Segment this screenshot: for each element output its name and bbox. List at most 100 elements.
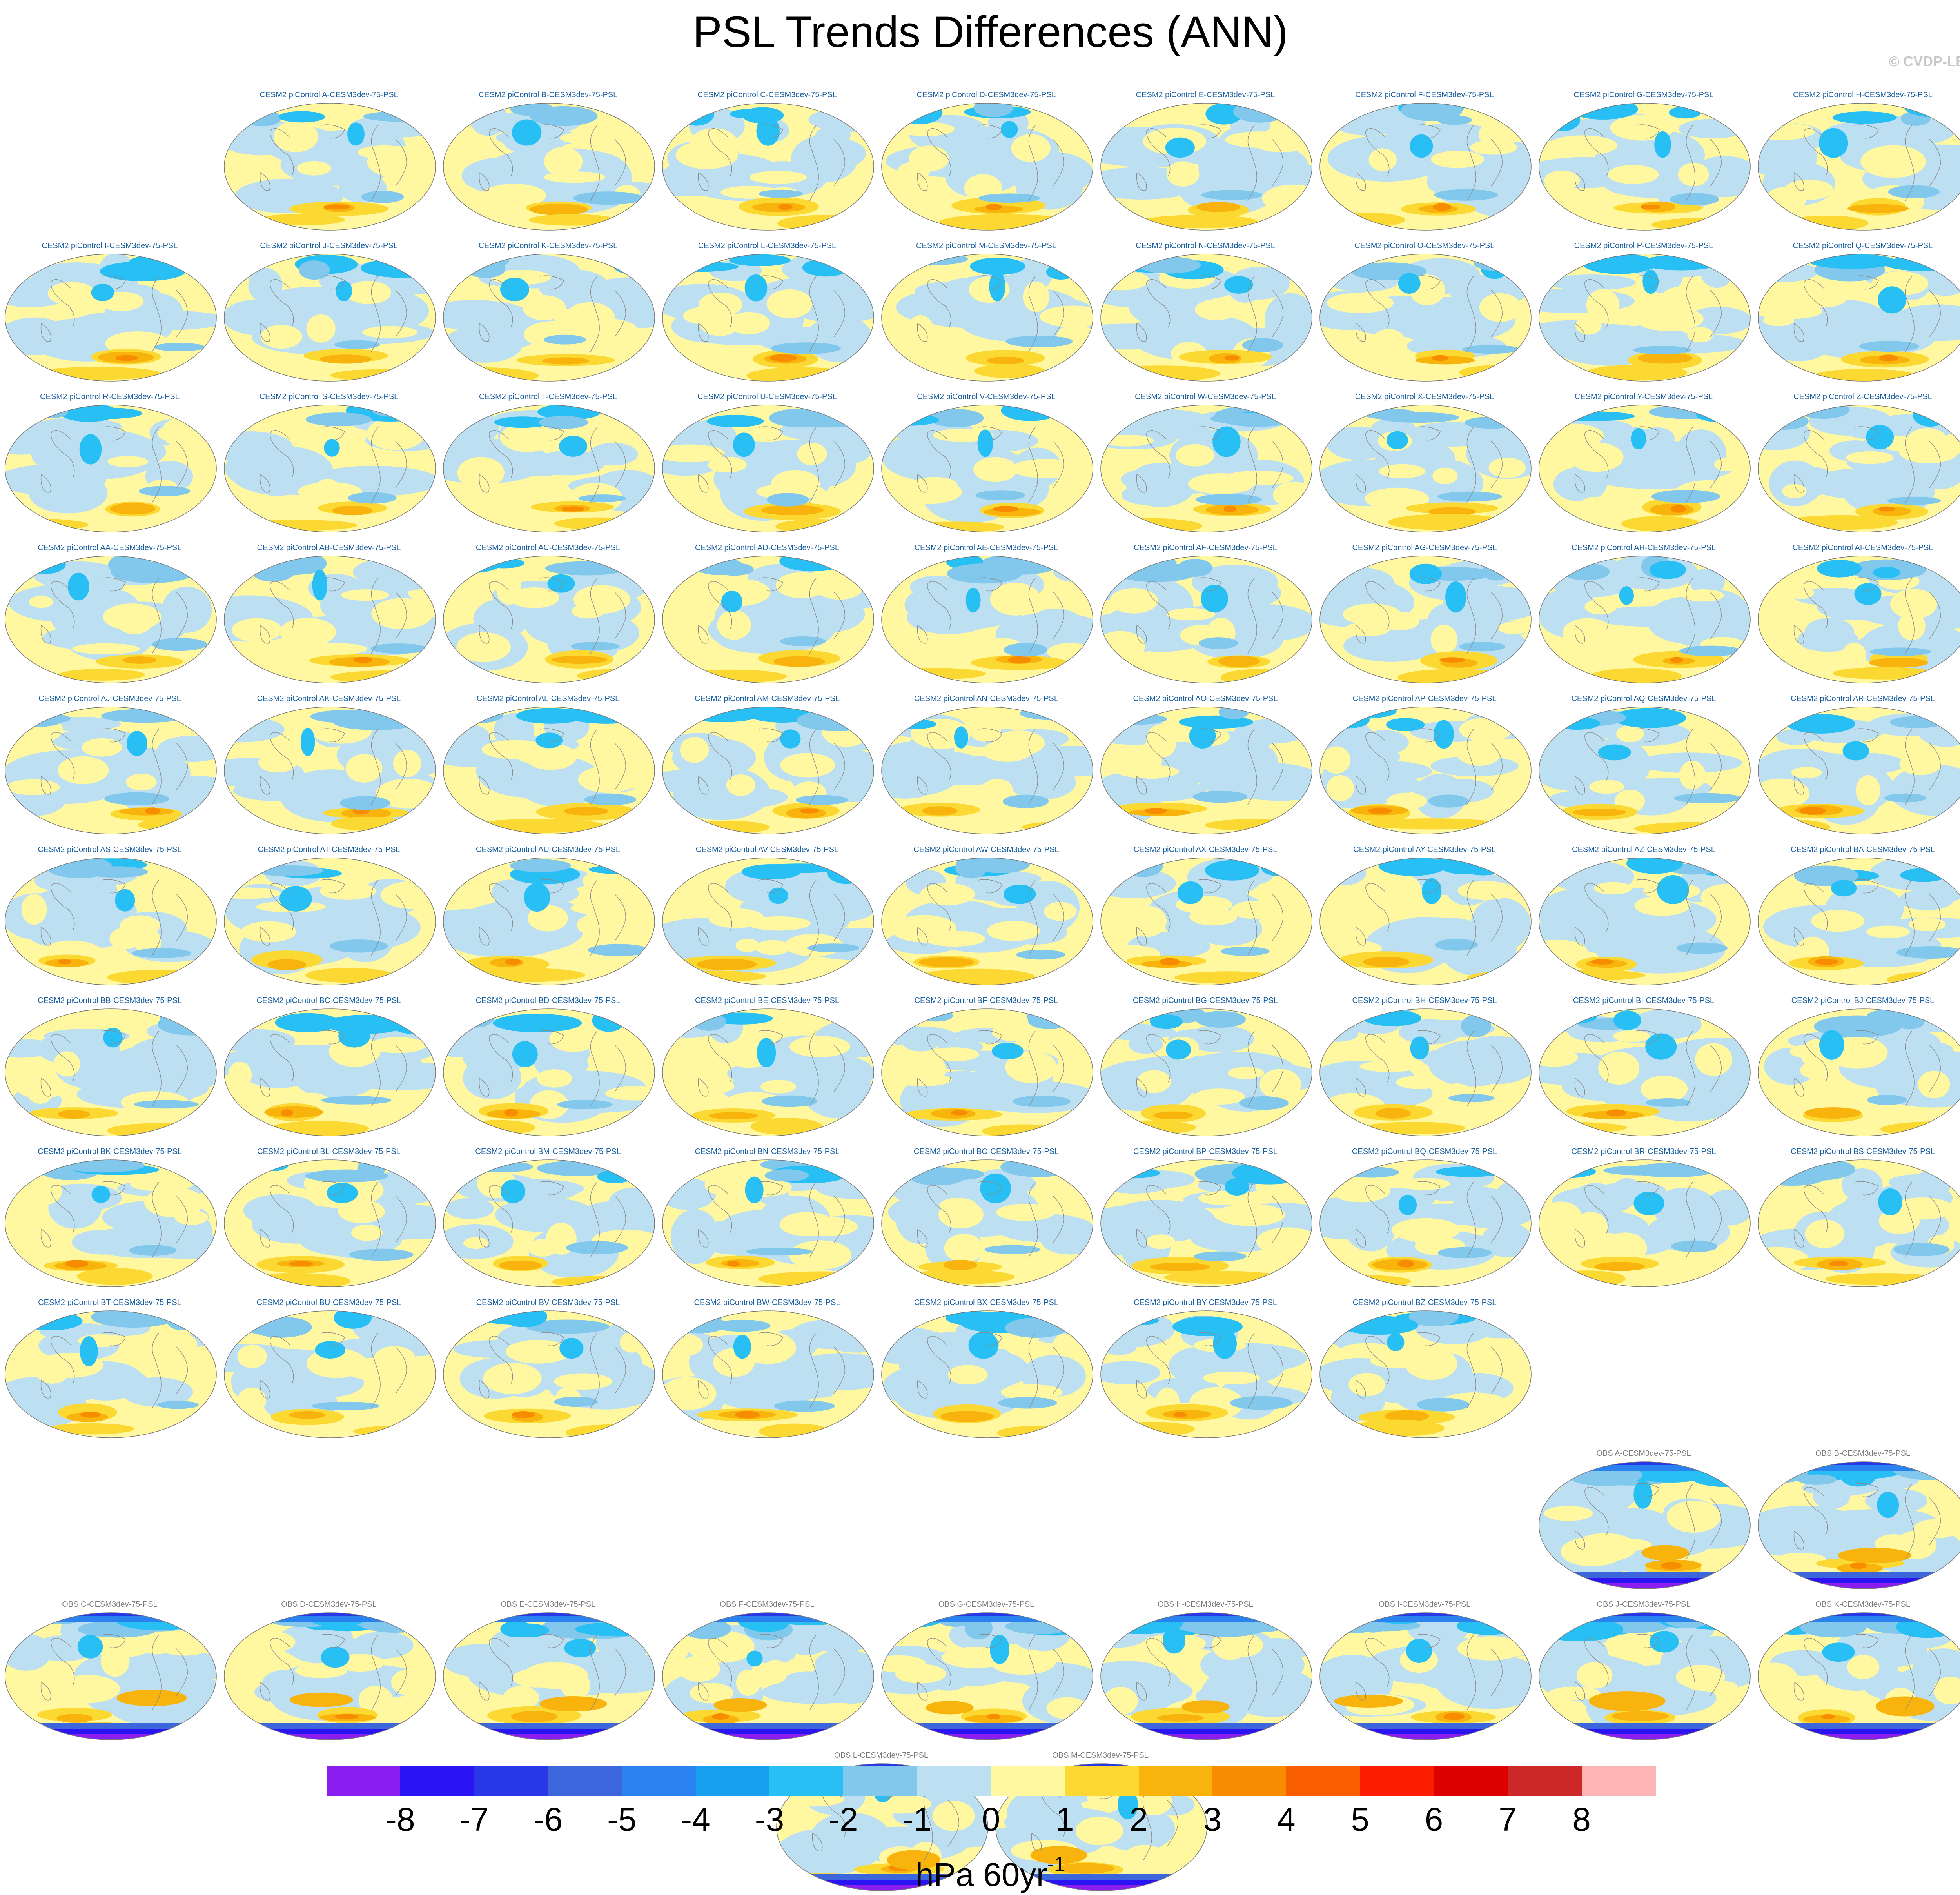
map-panel-cesm2-bo: [881, 1159, 1093, 1287]
panel-title-cesm2-g: CESM2 piControl G-CESM3dev-75-PSL: [1573, 91, 1714, 99]
panel-title-cesm2-i: CESM2 piControl I-CESM3dev-75-PSL: [42, 242, 178, 250]
panel-title-cesm2-s: CESM2 piControl S-CESM3dev-75-PSL: [259, 392, 399, 401]
map-panel-cesm2-bp: [1100, 1159, 1312, 1287]
panel-title-cesm2-al: CESM2 piControl AL-CESM3dev-75-PSL: [476, 694, 620, 703]
map-field: [1101, 1613, 1312, 1740]
colorbar-tick-label: 8: [1572, 1801, 1591, 1838]
colorbar-box: [1360, 1766, 1434, 1796]
map-field: [5, 1311, 216, 1438]
map-panel-obs-j: [1539, 1612, 1751, 1740]
map-field: [1758, 103, 1960, 230]
map-field: [1539, 254, 1750, 381]
map-field: [662, 254, 874, 381]
panel-title-cesm2-au: CESM2 piControl AU-CESM3dev-75-PSL: [476, 845, 620, 854]
panel-title-cesm2-bs: CESM2 piControl BS-CESM3dev-75-PSL: [1791, 1147, 1935, 1156]
map-panel-cesm2-at: [224, 858, 436, 985]
map-panel-obs-f: [662, 1612, 874, 1740]
map-field: [1758, 707, 1960, 834]
map-panel-cesm2-bc: [224, 1008, 436, 1136]
colorbar-box: [327, 1766, 401, 1796]
map-panel-cesm2-ae: [881, 556, 1093, 683]
colorbar-tick-label: 6: [1425, 1801, 1443, 1838]
map-panel-cesm2-x: [1319, 405, 1532, 532]
panel-title-cesm2-w: CESM2 piControl W-CESM3dev-75-PSL: [1135, 392, 1276, 401]
colorbar-box: [1434, 1766, 1508, 1796]
map-field: [5, 1160, 216, 1287]
map-panel-cesm2-ao: [1100, 707, 1312, 834]
map-field: [662, 1613, 874, 1740]
map-panel-cesm2-bs: [1758, 1159, 1960, 1287]
map-panel-cesm2-ay: [1319, 858, 1532, 985]
map-field: [443, 1613, 655, 1740]
colorbar-tick-label: -7: [459, 1801, 489, 1838]
panel-title-cesm2-ai: CESM2 piControl AI-CESM3dev-75-PSL: [1792, 543, 1933, 552]
panel-title-obs-l: OBS L-CESM3dev-75-PSL: [834, 1751, 929, 1760]
colorbar-box: [474, 1766, 548, 1796]
panel-title-cesm2-bj: CESM2 piControl BJ-CESM3dev-75-PSL: [1791, 996, 1935, 1005]
map-panel-cesm2-ag: [1319, 556, 1532, 683]
map-panel-cesm2-i: [5, 254, 217, 382]
map-panel-cesm2-ai: [1758, 556, 1960, 683]
panel-title-cesm2-ak: CESM2 piControl AK-CESM3dev-75-PSL: [257, 694, 401, 703]
panel-title-cesm2-ao: CESM2 piControl AO-CESM3dev-75-PSL: [1133, 694, 1278, 703]
map-field: [1101, 1009, 1312, 1136]
panel-title-cesm2-bp: CESM2 piControl BP-CESM3dev-75-PSL: [1133, 1147, 1278, 1156]
map-panel-cesm2-am: [662, 707, 874, 834]
map-panel-cesm2-bn: [662, 1159, 874, 1287]
map-panel-cesm2-by: [1100, 1310, 1312, 1438]
panel-title-cesm2-ay: CESM2 piControl AY-CESM3dev-75-PSL: [1353, 845, 1496, 854]
panel-title-cesm2-j: CESM2 piControl J-CESM3dev-75-PSL: [260, 242, 398, 250]
panel-title-cesm2-o: CESM2 piControl O-CESM3dev-75-PSL: [1354, 242, 1495, 250]
panel-title-cesm2-t: CESM2 piControl T-CESM3dev-75-PSL: [479, 392, 617, 401]
panel-title-cesm2-an: CESM2 piControl AN-CESM3dev-75-PSL: [914, 694, 1058, 703]
map-panel-cesm2-aq: [1539, 707, 1751, 834]
map-field: [1101, 254, 1312, 381]
map-field: [662, 1160, 874, 1287]
colorbar-tick-label: -8: [385, 1801, 415, 1838]
units-exponent: -1: [1047, 1853, 1065, 1876]
map-panel-cesm2-ba: [1758, 858, 1960, 985]
map-panel-obs-a: [1539, 1461, 1751, 1589]
map-field: [1320, 1613, 1531, 1740]
panel-title-cesm2-br: CESM2 piControl BR-CESM3dev-75-PSL: [1571, 1147, 1716, 1156]
map-field: [662, 405, 874, 532]
map-panel-obs-e: [443, 1612, 655, 1740]
panel-title-cesm2-az: CESM2 piControl AZ-CESM3dev-75-PSL: [1572, 845, 1715, 854]
map-field: [443, 858, 655, 985]
panel-title-obs-e: OBS E-CESM3dev-75-PSL: [500, 1600, 596, 1609]
colorbar-box: [1065, 1766, 1139, 1796]
map-field: [224, 103, 436, 230]
map-field: [443, 556, 655, 683]
panel-title-cesm2-ba: CESM2 piControl BA-CESM3dev-75-PSL: [1791, 845, 1935, 854]
map-panel-cesm2-y: [1539, 405, 1751, 532]
map-field: [882, 103, 1093, 230]
map-panel-cesm2-k: [443, 254, 655, 382]
map-panel-cesm2-r: [5, 405, 217, 532]
colorbar-box: [1581, 1766, 1656, 1796]
map-field: [1101, 1160, 1312, 1287]
map-field: [882, 1009, 1093, 1136]
map-panel-cesm2-bd: [443, 1008, 655, 1136]
map-panel-cesm2-be: [662, 1008, 874, 1136]
map-field: [5, 1613, 216, 1740]
map-field: [1101, 858, 1312, 985]
panel-title-obs-f: OBS F-CESM3dev-75-PSL: [720, 1600, 815, 1609]
map-panel-cesm2-ab: [224, 556, 436, 683]
map-field: [1320, 858, 1531, 985]
map-field: [882, 254, 1093, 381]
colorbar-box: [843, 1766, 918, 1796]
map-field: [5, 405, 216, 532]
map-panel-cesm2-bz: [1319, 1310, 1532, 1438]
panel-title-cesm2-bf: CESM2 piControl BF-CESM3dev-75-PSL: [914, 996, 1058, 1005]
map-field: [882, 707, 1093, 834]
panel-title-cesm2-m: CESM2 piControl M-CESM3dev-75-PSL: [916, 242, 1056, 250]
map-panel-cesm2-al: [443, 707, 655, 834]
panel-title-cesm2-bd: CESM2 piControl BD-CESM3dev-75-PSL: [475, 996, 621, 1005]
map-field: [1101, 1311, 1312, 1438]
panel-title-cesm2-bw: CESM2 piControl BW-CESM3dev-75-PSL: [694, 1298, 840, 1307]
panel-title-obs-m: OBS M-CESM3dev-75-PSL: [1052, 1751, 1149, 1760]
panel-title-obs-j: OBS J-CESM3dev-75-PSL: [1597, 1600, 1691, 1609]
panel-title-cesm2-ac: CESM2 piControl AC-CESM3dev-75-PSL: [476, 543, 620, 552]
map-field: [1539, 1613, 1750, 1740]
map-panel-cesm2-t: [443, 405, 655, 532]
